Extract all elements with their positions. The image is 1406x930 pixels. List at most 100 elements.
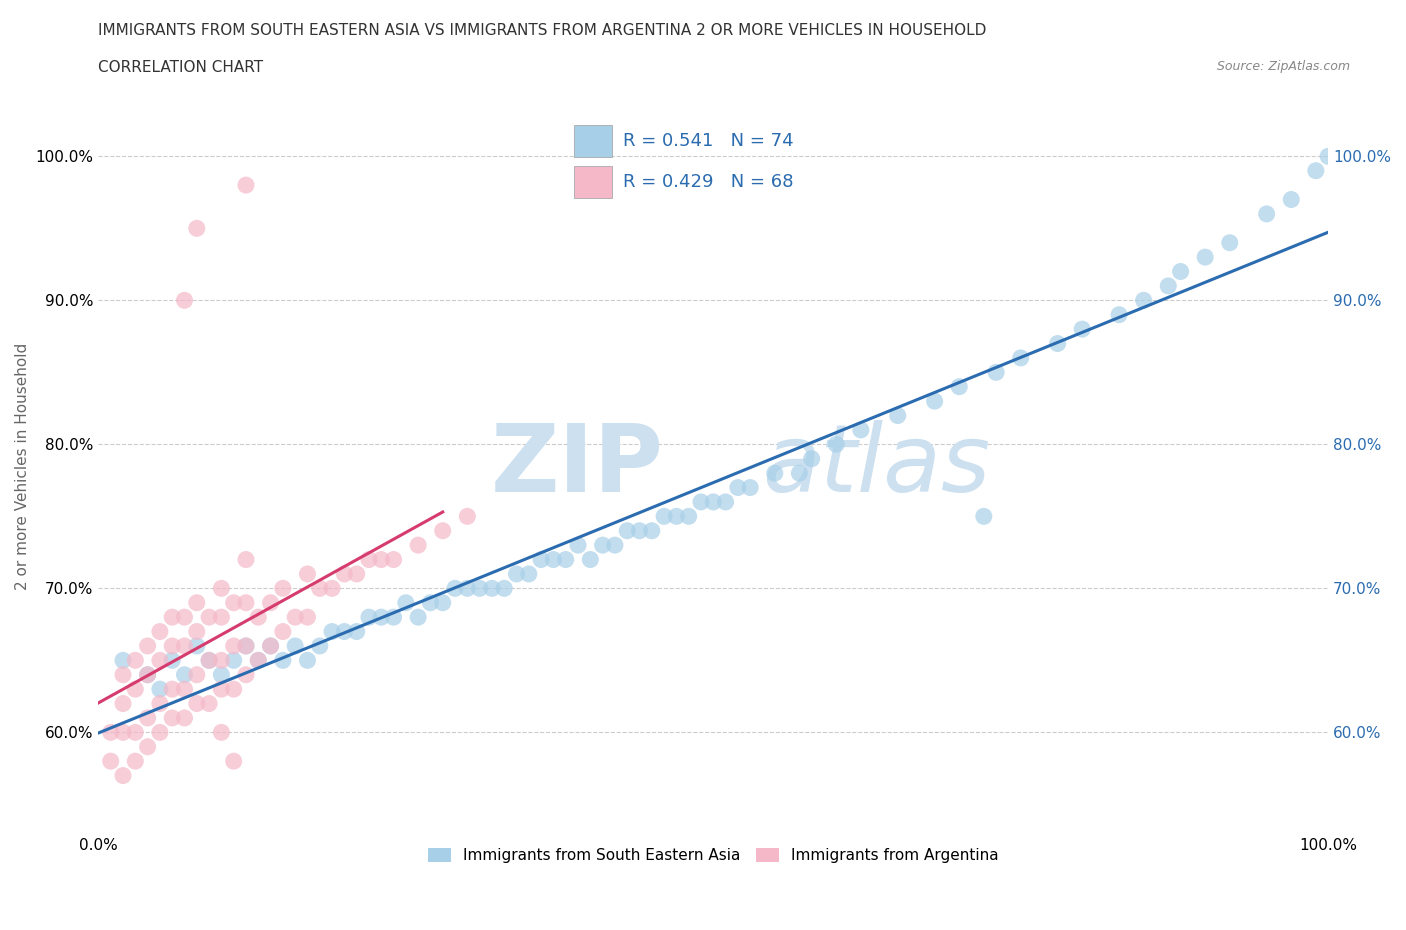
Point: [209, 581, 232, 596]
Text: ZIP: ZIP: [491, 420, 664, 512]
Point: [222, 653, 245, 668]
Point: [198, 610, 221, 625]
Point: [346, 624, 368, 639]
Point: [222, 639, 245, 654]
Point: [173, 639, 195, 654]
Point: [1046, 336, 1069, 351]
Point: [948, 379, 970, 394]
Point: [432, 524, 454, 538]
Point: [763, 466, 786, 481]
Point: [222, 753, 245, 768]
Point: [173, 293, 195, 308]
Point: [222, 682, 245, 697]
Point: [124, 682, 146, 697]
Point: [235, 639, 257, 654]
Point: [702, 495, 724, 510]
Point: [160, 682, 183, 697]
Point: [603, 538, 626, 552]
Point: [1256, 206, 1278, 221]
Point: [1305, 164, 1327, 179]
Point: [444, 581, 467, 596]
Point: [149, 624, 172, 639]
Point: [370, 610, 392, 625]
Point: [198, 697, 221, 711]
Point: [800, 451, 823, 466]
Point: [456, 509, 478, 524]
Point: [271, 581, 294, 596]
Point: [136, 668, 159, 683]
Point: [543, 552, 565, 567]
Point: [297, 566, 319, 581]
Point: [1071, 322, 1094, 337]
Point: [1108, 307, 1130, 322]
Point: [297, 610, 319, 625]
Point: [740, 480, 762, 495]
Point: [481, 581, 503, 596]
Point: [124, 653, 146, 668]
Point: [173, 668, 195, 683]
Point: [149, 653, 172, 668]
Point: [100, 724, 122, 739]
Point: [308, 639, 330, 654]
Point: [209, 668, 232, 683]
Point: [406, 538, 429, 552]
Point: [849, 422, 872, 437]
Point: [641, 524, 664, 538]
Point: [149, 697, 172, 711]
Point: [209, 610, 232, 625]
Point: [209, 682, 232, 697]
Point: [382, 552, 405, 567]
Point: [333, 566, 356, 581]
Point: [1170, 264, 1192, 279]
Point: [727, 480, 749, 495]
Point: [160, 639, 183, 654]
Point: [395, 595, 418, 610]
Point: [186, 668, 208, 683]
Point: [271, 624, 294, 639]
Point: [186, 595, 208, 610]
Point: [173, 711, 195, 725]
Point: [209, 724, 232, 739]
Point: [186, 220, 208, 235]
Point: [346, 566, 368, 581]
Point: [259, 595, 281, 610]
Point: [111, 653, 134, 668]
Point: [357, 610, 380, 625]
Point: [321, 581, 343, 596]
Point: [825, 437, 848, 452]
Point: [235, 668, 257, 683]
Point: [209, 653, 232, 668]
Point: [628, 524, 651, 538]
Point: [984, 365, 1007, 379]
Point: [111, 724, 134, 739]
Point: [308, 581, 330, 596]
Point: [136, 739, 159, 754]
Point: [198, 653, 221, 668]
Point: [284, 610, 307, 625]
Point: [111, 668, 134, 683]
Point: [382, 610, 405, 625]
Point: [789, 466, 811, 481]
Point: [432, 595, 454, 610]
Point: [652, 509, 675, 524]
Point: [186, 624, 208, 639]
Point: [160, 653, 183, 668]
Text: IMMIGRANTS FROM SOUTH EASTERN ASIA VS IMMIGRANTS FROM ARGENTINA 2 OR MORE VEHICL: IMMIGRANTS FROM SOUTH EASTERN ASIA VS IM…: [98, 23, 987, 38]
Point: [235, 639, 257, 654]
Point: [247, 653, 270, 668]
Point: [321, 624, 343, 639]
Point: [370, 552, 392, 567]
Point: [247, 610, 270, 625]
Point: [554, 552, 576, 567]
Point: [259, 639, 281, 654]
Point: [160, 610, 183, 625]
Point: [136, 668, 159, 683]
Point: [357, 552, 380, 567]
Point: [616, 524, 638, 538]
Point: [173, 682, 195, 697]
Point: [505, 566, 527, 581]
Point: [333, 624, 356, 639]
Point: [186, 697, 208, 711]
Text: atlas: atlas: [762, 420, 991, 512]
Point: [124, 724, 146, 739]
